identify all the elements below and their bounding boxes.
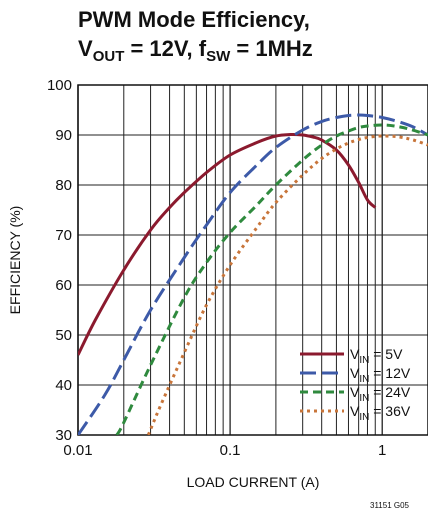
- y-tick-label: 40: [55, 377, 72, 394]
- series-line: [78, 113, 428, 435]
- y-tick-label: 50: [55, 327, 72, 344]
- legend-label: VIN = 5V: [350, 346, 403, 366]
- legend-label: VIN = 12V: [350, 365, 411, 385]
- series-line: [78, 132, 377, 356]
- y-tick-label: 30: [55, 427, 72, 444]
- chart-title-line1: PWM Mode Efficiency,: [78, 7, 310, 32]
- x-tick-label: 1: [378, 442, 386, 459]
- chart-title-line2: VOUT = 12V, fSW = 1MHz: [78, 36, 313, 65]
- x-tick-label: 0.01: [63, 442, 92, 459]
- series-line: [146, 134, 428, 435]
- y-tick-label: 90: [55, 127, 72, 144]
- y-tick-label: 60: [55, 277, 72, 294]
- y-tick-label: 70: [55, 227, 72, 244]
- series-curves: [78, 113, 428, 435]
- legend-label: VIN = 24V: [350, 384, 411, 404]
- legend-label: VIN = 36V: [350, 403, 411, 423]
- x-axis-label: LOAD CURRENT (A): [187, 474, 320, 490]
- plot-frame: [77, 84, 428, 436]
- y-tick-label: 100: [47, 77, 72, 94]
- figure-id: 31151 G05: [370, 501, 410, 510]
- x-tick-label: 0.1: [220, 442, 241, 459]
- y-tick-label: 80: [55, 177, 72, 194]
- y-axis-label: EFFICIENCY (%): [7, 206, 23, 315]
- tick-labels: 30 40 50 60 70 80 90 100 0.01 0.1 1: [47, 77, 386, 459]
